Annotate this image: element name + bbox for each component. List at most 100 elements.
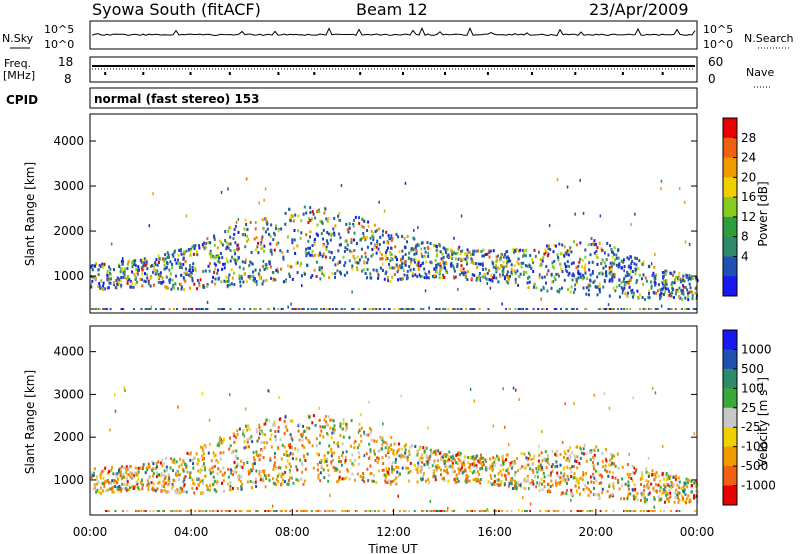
colorbar-segment bbox=[723, 118, 737, 139]
echo-cell bbox=[578, 486, 580, 489]
echo-cell bbox=[285, 450, 288, 454]
echo-cell bbox=[304, 272, 306, 276]
echo-cell bbox=[346, 243, 349, 247]
echo-cell bbox=[481, 464, 484, 468]
echo-cell bbox=[403, 273, 406, 277]
echo-cell bbox=[126, 281, 129, 285]
echo-cell bbox=[305, 436, 308, 440]
echo-cell bbox=[270, 445, 273, 449]
echo-cell bbox=[242, 267, 245, 271]
echo-cell bbox=[630, 270, 633, 274]
echo-cell bbox=[131, 265, 134, 269]
echo-cell bbox=[632, 295, 634, 299]
echo-cell bbox=[116, 276, 119, 280]
echo-cell bbox=[513, 459, 516, 463]
echo-cell bbox=[304, 459, 307, 462]
echo-cell bbox=[421, 510, 423, 512]
echo-cell bbox=[381, 257, 384, 261]
echo-cell bbox=[234, 435, 237, 439]
echo-cell bbox=[255, 450, 258, 454]
echo-cell bbox=[265, 476, 268, 480]
echo-cell bbox=[198, 246, 201, 250]
echo-cell bbox=[290, 265, 293, 269]
echo-cell bbox=[104, 287, 107, 291]
echo-cell bbox=[174, 249, 176, 253]
echo-cell bbox=[478, 473, 481, 476]
echo-cell bbox=[168, 477, 171, 481]
echo-cell bbox=[669, 495, 672, 499]
echo-cell bbox=[593, 467, 596, 471]
echo-cell bbox=[180, 463, 183, 467]
echo-cell bbox=[691, 297, 694, 301]
echo-cell bbox=[232, 473, 235, 477]
echo-cell bbox=[450, 255, 452, 259]
echo-cell bbox=[417, 450, 420, 454]
echo-cell bbox=[404, 263, 407, 267]
echo-cell bbox=[661, 488, 664, 491]
echo-cell bbox=[554, 465, 557, 469]
echo-cell bbox=[254, 221, 257, 224]
colorbar-tick-label: 16 bbox=[741, 190, 756, 204]
echo-cell bbox=[273, 423, 276, 427]
echo-cell bbox=[194, 510, 197, 512]
echo-cell bbox=[358, 216, 360, 220]
echo-cell bbox=[230, 268, 233, 272]
echo-cell bbox=[475, 464, 478, 468]
echo-cell bbox=[282, 280, 285, 284]
echo-cell bbox=[276, 474, 279, 478]
echo-cell bbox=[119, 279, 122, 283]
echo-cell bbox=[406, 274, 409, 278]
echo-cell bbox=[600, 270, 603, 274]
echo-cell bbox=[626, 472, 629, 476]
echo-cell bbox=[92, 471, 95, 475]
echo-cell bbox=[344, 239, 347, 243]
echo-cell bbox=[483, 510, 486, 512]
echo-cell bbox=[376, 456, 378, 460]
echo-cell bbox=[209, 249, 212, 253]
echo-cell bbox=[90, 265, 93, 268]
echo-cell bbox=[665, 490, 668, 494]
echo-cell bbox=[90, 471, 92, 475]
echo-cell bbox=[501, 273, 504, 277]
echo-cell bbox=[549, 490, 552, 494]
echo-cell bbox=[220, 510, 223, 512]
echo-cell bbox=[320, 464, 323, 468]
echo-cell bbox=[334, 275, 336, 279]
echo-cell bbox=[341, 442, 344, 446]
echo-cell bbox=[608, 266, 611, 270]
echo-cell bbox=[202, 452, 205, 456]
echo-cell bbox=[396, 270, 399, 274]
echo-cell bbox=[289, 216, 292, 220]
echo-cell bbox=[647, 456, 650, 460]
echo-cell bbox=[423, 267, 426, 271]
echo-cell bbox=[377, 456, 380, 460]
echo-cell bbox=[141, 258, 144, 262]
echo-cell bbox=[500, 480, 503, 483]
echo-cell bbox=[408, 449, 411, 453]
echo-cell bbox=[582, 452, 585, 456]
colorbar-segment bbox=[723, 388, 737, 409]
echo-cell bbox=[453, 236, 455, 240]
echo-cell bbox=[651, 386, 654, 390]
echo-cell bbox=[443, 454, 445, 458]
echo-cell bbox=[630, 255, 632, 259]
echo-cell bbox=[390, 237, 393, 241]
echo-cell bbox=[225, 280, 228, 284]
echo-cell bbox=[512, 386, 515, 390]
echo-cell bbox=[405, 510, 407, 512]
echo-cell bbox=[252, 275, 255, 279]
echo-cell bbox=[343, 477, 346, 481]
echo-cell bbox=[331, 458, 334, 462]
echo-cell bbox=[445, 251, 447, 255]
echo-cell bbox=[161, 257, 164, 261]
echo-cell bbox=[514, 277, 517, 281]
echo-cell bbox=[442, 255, 445, 259]
echo-cell bbox=[401, 249, 404, 253]
echo-cell bbox=[676, 493, 679, 497]
echo-cell bbox=[575, 243, 578, 247]
echo-cell bbox=[590, 243, 593, 246]
echo-cell bbox=[381, 262, 384, 266]
echo-cell bbox=[168, 268, 171, 272]
echo-cell bbox=[214, 453, 217, 457]
echo-cell bbox=[393, 255, 396, 259]
